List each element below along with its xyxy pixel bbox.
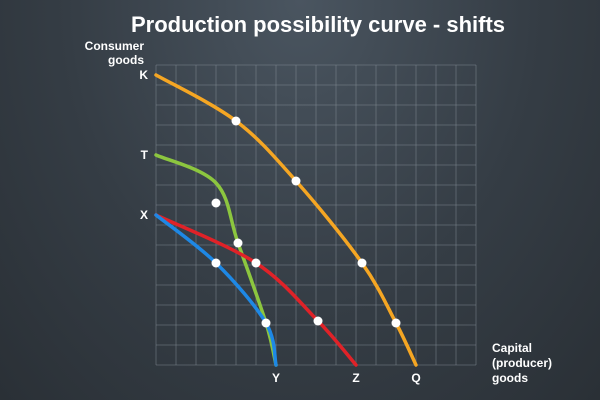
y-axis-label-line: Consumer — [85, 39, 145, 53]
x-axis-label: Capital (producer) goods — [492, 341, 552, 385]
data-point — [391, 318, 401, 328]
data-point — [357, 258, 367, 268]
markers — [211, 116, 401, 328]
x-tick-label: Q — [411, 371, 420, 385]
curves — [154, 73, 418, 367]
y-tick-label: K — [139, 68, 148, 82]
x-axis-label-line: goods — [492, 371, 528, 385]
data-point — [261, 318, 271, 328]
y-axis-label: Consumer goods — [85, 39, 145, 67]
y-tick-label: X — [140, 208, 148, 222]
data-point — [251, 258, 261, 268]
data-point — [313, 316, 323, 326]
tick-labels: K T X Y Z Q — [139, 68, 420, 385]
ppc-curve-2 — [154, 213, 358, 367]
x-axis-label-line: (producer) — [492, 356, 552, 370]
x-tick-label: Z — [352, 371, 359, 385]
ppc-curve-3 — [154, 213, 278, 367]
data-point — [233, 238, 243, 248]
data-point — [211, 258, 221, 268]
grid — [155, 64, 477, 366]
x-tick-label: Y — [272, 371, 280, 385]
data-point — [211, 198, 221, 208]
x-axis-label-line: Capital — [492, 341, 532, 355]
data-point — [231, 116, 241, 126]
y-tick-label: T — [141, 148, 149, 162]
ppc-curve-0 — [154, 73, 418, 367]
y-axis-label-line: goods — [108, 53, 144, 67]
chart-title: Production possibility curve - shifts — [131, 12, 505, 37]
data-point — [291, 176, 301, 186]
